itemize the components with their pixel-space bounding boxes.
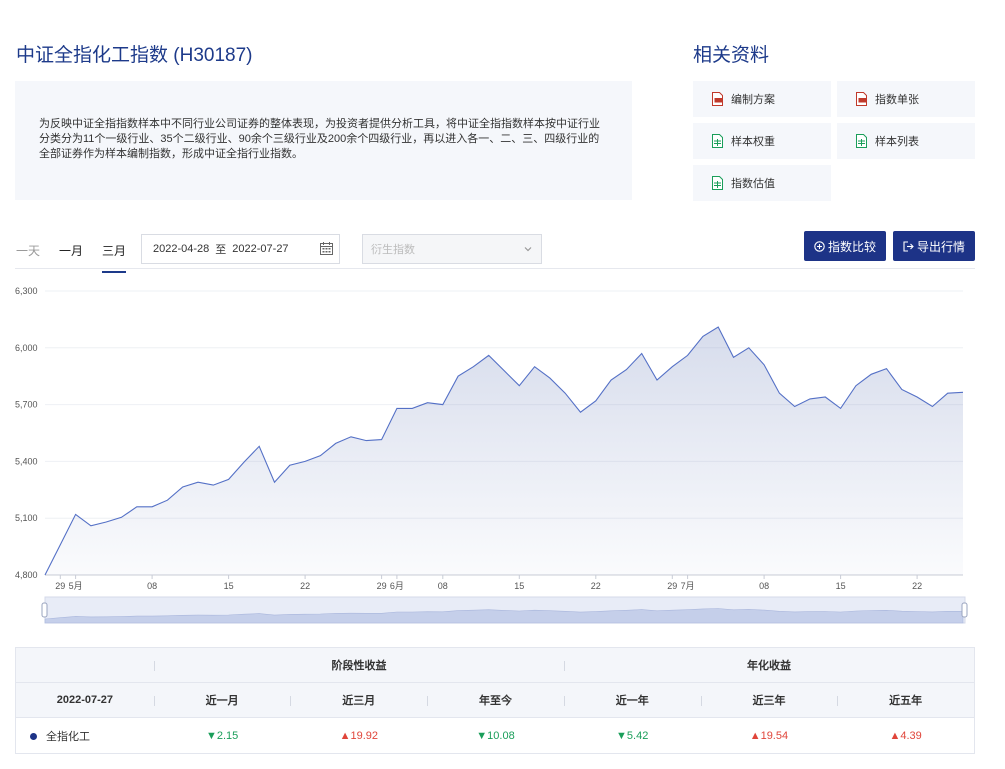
series-dot-icon xyxy=(30,733,37,741)
x-tick-label: 08 xyxy=(759,581,769,591)
x-tick-label: 29 xyxy=(55,581,65,591)
export-label: 导出行情 xyxy=(916,239,965,254)
x-tick-label: 5月 xyxy=(69,581,83,591)
x-tick-label: 29 xyxy=(377,581,387,591)
index-description: 为反映中证全指指数样本中不同行业公司证券的整体表现，为投资者提供分析工具，将中证… xyxy=(39,118,600,160)
return-value: ▼10.08 xyxy=(476,729,515,742)
excel-icon xyxy=(712,134,723,148)
chevron-down-icon xyxy=(524,247,532,252)
doc-link-1[interactable]: 指数单张 xyxy=(837,81,975,117)
column-header: 近一年 xyxy=(563,692,701,708)
export-icon xyxy=(903,240,914,252)
returns-table: 阶段性收益 年化收益 2022-07-27 近一月 近三月 年至今 近一年 近三年 近五年… xyxy=(15,647,975,754)
export-quotes-button[interactable]: 导出行情 xyxy=(893,231,975,261)
y-tick-label: 4,800 xyxy=(15,570,38,580)
series-line xyxy=(44,326,964,576)
doc-link-4[interactable]: 指数估值 xyxy=(693,165,831,201)
column-header: 年至今 xyxy=(427,692,564,708)
column-header: 近三月 xyxy=(290,692,427,708)
doc-link-3[interactable]: 样本列表 xyxy=(837,123,975,159)
index-price-chart[interactable]: 4,800 5,100 5,400 5,700 6,000 6,300 29 5月 08 15 2… xyxy=(0,270,1005,630)
excel-icon xyxy=(712,176,723,190)
return-value: ▼5.42 xyxy=(616,729,649,742)
pdf-icon xyxy=(712,92,723,106)
x-tick-label: 08 xyxy=(147,581,157,591)
zoom-handle-left[interactable] xyxy=(41,602,48,618)
column-header: 近一月 xyxy=(153,692,291,708)
derived-index-select[interactable]: 衍生指数 xyxy=(362,234,542,264)
x-tick-label: 22 xyxy=(591,581,601,591)
x-tick-label: 22 xyxy=(300,581,310,591)
date-start: 2022-04-28 xyxy=(153,243,210,255)
x-tick-label: 15 xyxy=(224,581,234,591)
table-group-header: 阶段性收益 年化收益 xyxy=(16,648,974,683)
x-tick-label: 7月 xyxy=(681,581,695,591)
y-tick-label: 6,300 xyxy=(15,286,38,296)
index-title: 中证全指化工指数 (H30187) xyxy=(16,45,253,66)
date-range-picker[interactable]: 2022-04-28 至 2022-07-27 xyxy=(141,234,340,264)
calendar-icon[interactable] xyxy=(320,242,333,255)
pdf-icon xyxy=(856,92,867,106)
related-docs-title: 相关资料 xyxy=(693,45,770,66)
doc-label: 样本列表 xyxy=(875,136,919,148)
tab-three-months[interactable]: 三月 xyxy=(102,242,127,273)
doc-label: 指数单张 xyxy=(875,94,919,106)
x-tick-label: 6月 xyxy=(390,581,404,591)
table-column-header: 2022-07-27 近一月 近三月 年至今 近一年 近三年 近五年 xyxy=(16,683,974,718)
y-tick-label: 5,100 xyxy=(15,513,38,523)
return-value: ▲19.54 xyxy=(749,729,789,742)
column-header: 近三年 xyxy=(700,692,838,708)
x-tick-label: 29 xyxy=(667,581,677,591)
range-tabs: 一天 一月 三月 xyxy=(16,242,145,273)
x-tick-label: 22 xyxy=(912,581,922,591)
derived-index-placeholder: 衍生指数 xyxy=(371,244,415,256)
table-row: 全指化工 ▼2.15 ▲19.92 ▼10.08 ▼5.42 ▲19.54 ▲4.39 xyxy=(16,718,974,753)
return-value: ▲4.39 xyxy=(889,729,922,742)
excel-icon xyxy=(856,134,867,148)
date-end: 2022-07-27 xyxy=(232,243,289,255)
zoom-preview-area xyxy=(44,608,964,624)
group-annual-returns: 年化收益 xyxy=(564,657,974,673)
controls-divider xyxy=(15,268,975,269)
doc-label: 样本权重 xyxy=(731,136,775,148)
date-separator: 至 xyxy=(215,244,227,256)
return-value: ▼2.15 xyxy=(205,729,239,742)
plus-circle-icon xyxy=(814,240,825,252)
x-tick-label: 15 xyxy=(514,581,524,591)
y-tick-label: 6,000 xyxy=(15,343,38,353)
index-description-box: 为反映中证全指指数样本中不同行业公司证券的整体表现，为投资者提供分析工具，将中证… xyxy=(15,81,632,200)
series-area xyxy=(45,327,963,575)
group-periodic-returns: 阶段性收益 xyxy=(154,657,564,673)
y-tick-label: 5,400 xyxy=(15,456,38,466)
doc-label: 编制方案 xyxy=(731,94,775,106)
compare-label: 指数比较 xyxy=(827,239,876,254)
zoom-handle-right[interactable] xyxy=(961,602,968,618)
compare-index-button[interactable]: 指数比较 xyxy=(804,231,886,261)
doc-link-0[interactable]: 编制方案 xyxy=(693,81,831,117)
y-tick-label: 5,700 xyxy=(15,400,38,410)
table-date: 2022-07-27 xyxy=(56,694,113,706)
tab-one-month[interactable]: 一月 xyxy=(59,244,84,258)
tab-one-day[interactable]: 一天 xyxy=(16,244,41,258)
column-header: 近五年 xyxy=(837,692,974,708)
row-name: 全指化工 xyxy=(16,728,154,744)
x-tick-label: 15 xyxy=(836,581,846,591)
x-tick-label: 08 xyxy=(438,581,448,591)
return-value: ▲19.92 xyxy=(339,729,378,742)
doc-label: 指数估值 xyxy=(731,178,775,190)
doc-link-2[interactable]: 样本权重 xyxy=(693,123,831,159)
